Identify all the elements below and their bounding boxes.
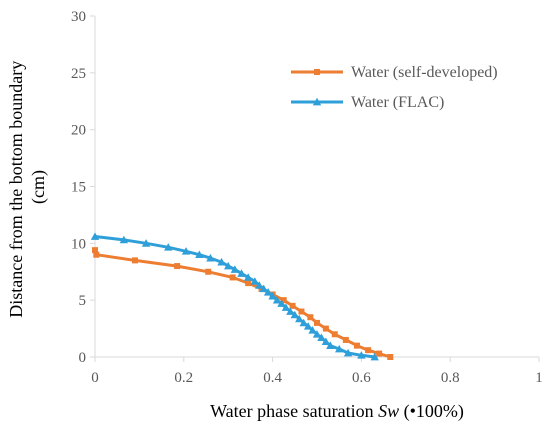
legend-swatch-marker: [314, 69, 320, 75]
x-tick-label: 0.2: [174, 370, 193, 386]
data-point-flac: [295, 314, 304, 323]
data-point-flac: [181, 247, 191, 255]
data-point-flac: [206, 253, 215, 262]
data-point-self-developed: [331, 331, 338, 338]
data-point-self-developed: [365, 347, 372, 354]
data-point-flac: [217, 257, 226, 266]
legend-swatch-marker: [312, 97, 322, 106]
data-point-flac: [237, 269, 246, 277]
data-point-flac: [335, 344, 344, 353]
data-point-flac: [243, 273, 253, 281]
data-point-self-developed: [342, 336, 349, 343]
data-point-self-developed: [289, 302, 296, 309]
data-point-flac: [268, 291, 277, 300]
data-point-flac: [230, 265, 240, 273]
data-point-self-developed: [322, 325, 329, 332]
data-point-self-developed: [353, 342, 360, 349]
data-point-flac: [290, 310, 299, 319]
data-point-flac: [321, 337, 331, 346]
data-point-flac: [357, 351, 366, 359]
data-point-self-developed: [376, 350, 383, 357]
legend-item-flac: Water (FLAC): [291, 94, 444, 111]
x-axis-ticks: 0 0.2 0.4 0.6 0.8 1: [91, 357, 543, 386]
y-axis-ticks: 0 5 10 15 20 25 30: [71, 9, 95, 366]
x-tick-label: 0.8: [441, 370, 460, 386]
data-point-flac: [259, 284, 268, 293]
x-axis-title: Water phase saturation Sw (•100%): [210, 401, 464, 422]
data-point-flac: [141, 239, 151, 247]
data-point-flac: [255, 281, 264, 289]
data-point-flac: [263, 288, 273, 296]
legend-label: Water (self-developed): [351, 64, 498, 81]
data-point-self-developed: [387, 354, 394, 360]
data-point-self-developed: [92, 247, 98, 254]
data-point-self-developed: [298, 308, 305, 315]
legend-item-self-developed: Water (self-developed): [291, 64, 498, 81]
data-point-flac: [343, 348, 353, 357]
series-line-flac: [93, 235, 377, 359]
data-point-self-developed: [280, 297, 287, 304]
data-point-self-developed: [245, 280, 252, 287]
data-point-self-developed: [93, 251, 100, 258]
data-point-flac: [312, 330, 322, 338]
data-point-flac: [286, 307, 295, 315]
data-point-self-developed: [229, 274, 236, 281]
series-flac: [90, 232, 379, 361]
data-point-self-developed: [131, 257, 138, 264]
data-point-flac: [370, 352, 379, 361]
data-point-flac: [164, 243, 173, 251]
data-point-flac: [119, 235, 129, 244]
data-point-self-developed: [314, 319, 320, 326]
data-point-self-developed: [307, 314, 314, 321]
x-tick-label: 0: [91, 370, 99, 386]
data-point-flac: [317, 333, 326, 342]
y-tick-label: 30: [71, 9, 86, 25]
data-point-self-developed: [205, 268, 212, 275]
legend: Water (self-developed) Water (FLAC): [291, 64, 498, 111]
data-point-flac: [326, 341, 335, 349]
y-tick-label: 20: [71, 123, 86, 139]
y-tick-label: 25: [71, 66, 86, 82]
x-tick-label: 1: [535, 370, 543, 386]
data-point-self-developed: [174, 263, 181, 270]
data-point-flac: [303, 322, 313, 330]
data-point-flac: [250, 277, 260, 285]
series-self-developed: [92, 247, 394, 360]
y-tick-label: 10: [71, 236, 86, 252]
x-tick-label: 0.4: [263, 370, 282, 386]
x-tick-label: 0.6: [352, 370, 371, 386]
y-tick-label: 15: [71, 180, 86, 196]
data-point-flac: [308, 326, 317, 334]
data-point-flac: [90, 232, 100, 240]
legend-label: Water (FLAC): [351, 94, 444, 111]
data-point-flac: [224, 261, 233, 270]
data-point-flac: [281, 303, 291, 311]
data-point-flac: [299, 318, 308, 327]
series: [90, 232, 394, 361]
y-tick-label: 5: [79, 293, 87, 309]
data-point-flac: [272, 295, 282, 304]
y-tick-label: 0: [79, 350, 87, 366]
data-point-flac: [277, 299, 286, 307]
y-axis-title: Distance from the bottom boundary (cm): [6, 56, 49, 317]
data-point-flac: [195, 250, 204, 259]
